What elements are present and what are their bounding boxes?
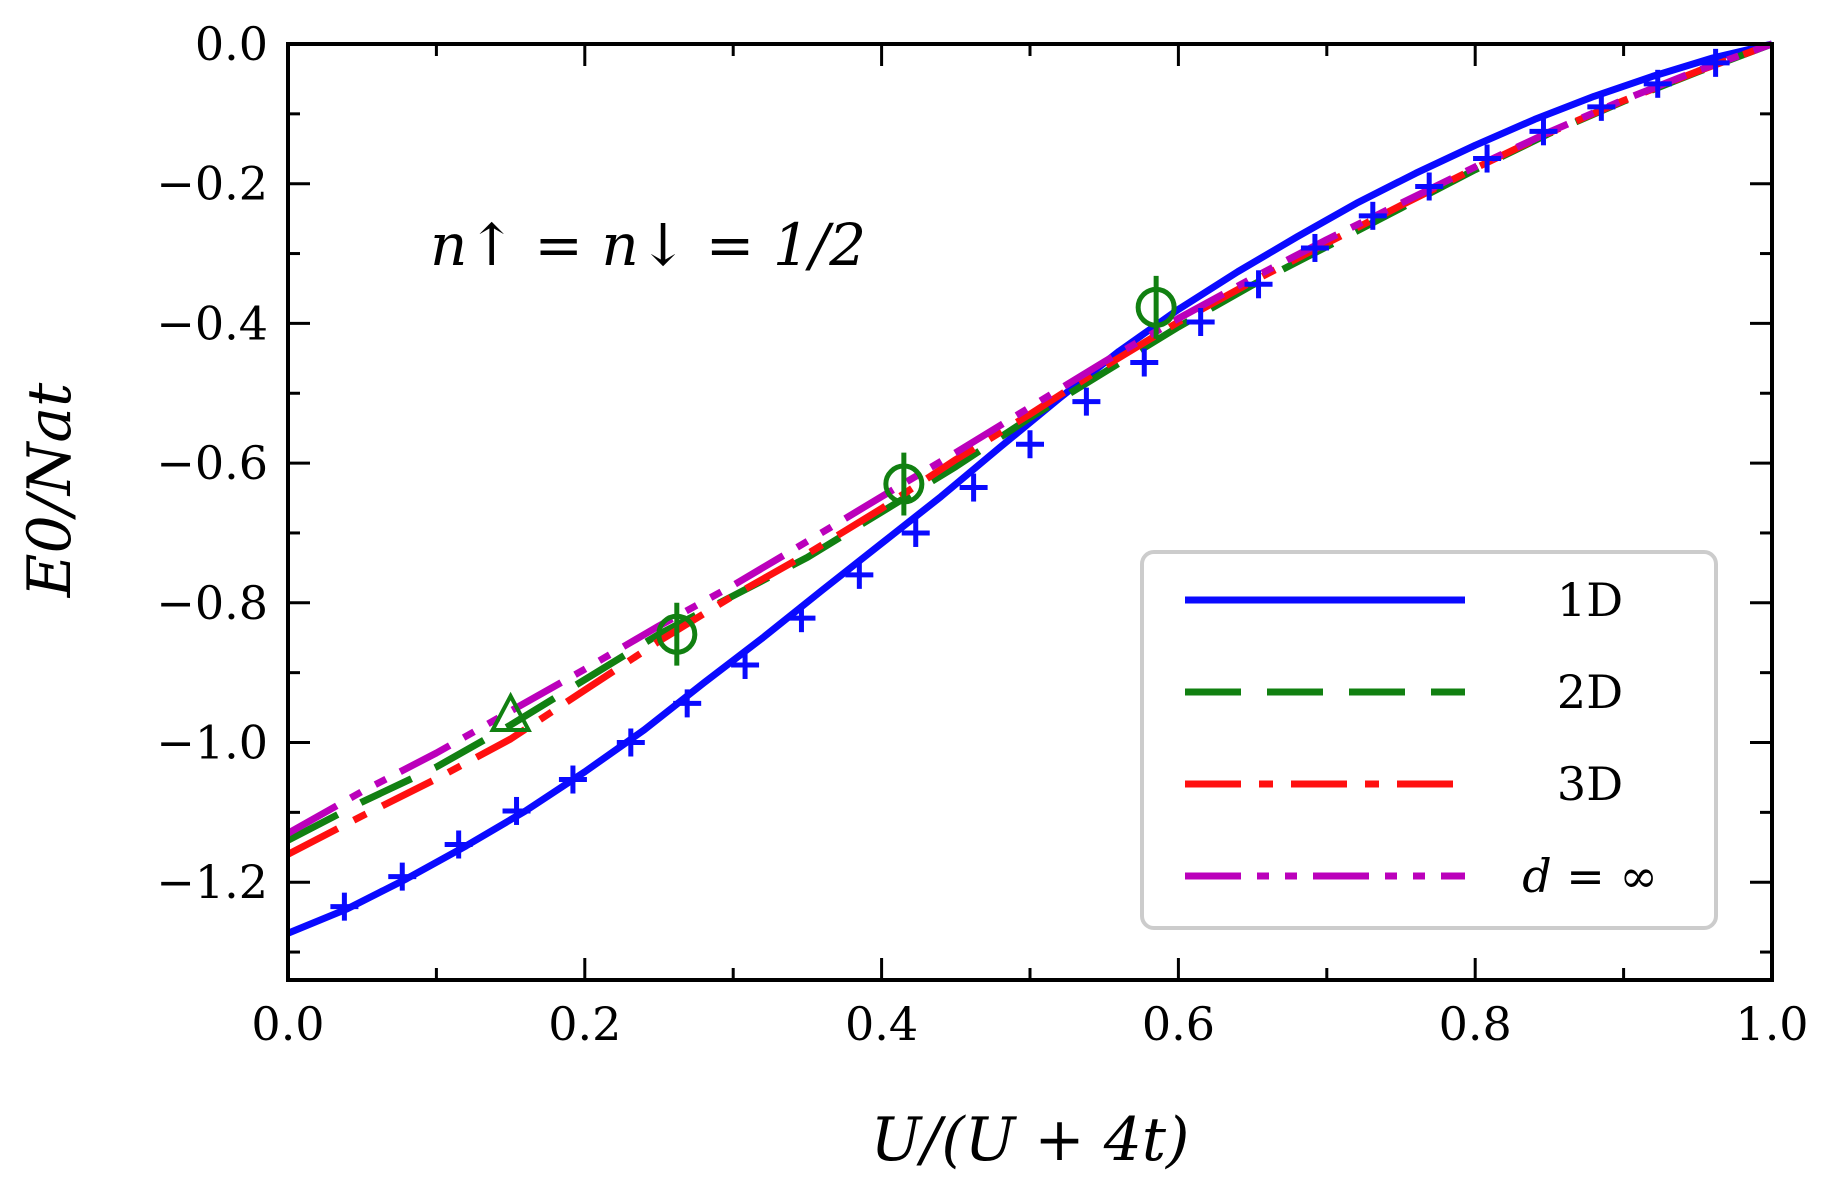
legend-label: 2D [1557,665,1623,719]
plus-marker [616,728,645,757]
legend-item-4: d = ∞ [1185,849,1658,903]
x-tick-label: 0.0 [251,997,324,1051]
legend-label: 3D [1557,757,1623,811]
axis-tick-labels: 0.0 0.2 0.4 0.6 0.8 1.0 0.0 −0.2 −0.4 −0.6 −0.8 −1.… [156,17,1808,1051]
legend: 1D 2D 3D d = ∞ [1140,550,1718,930]
legend-item-1: 1D [1185,573,1623,627]
x-tick-label: 1.0 [1735,997,1808,1051]
plus-marker [1529,117,1558,146]
plus-marker [558,765,587,794]
marker-layer [330,48,1730,921]
plus-marker [1186,308,1215,337]
plus-marker [1300,233,1329,262]
plus-marker [731,650,760,679]
plus-marker [673,689,702,718]
legend-label: 1D [1557,573,1623,627]
series-line-4 [286,40,1774,837]
plus-marker [845,560,874,589]
legend-item-2: 2D [1185,665,1623,719]
legend-label: d = ∞ [1522,849,1658,903]
x-axis-title: U/(U + 4t) [871,1105,1190,1175]
plus-marker [901,518,930,547]
plus-marker [1473,144,1502,173]
series-layer [286,40,1774,937]
circle-errorbar-marker [883,452,925,516]
x-tick-label: 0.4 [845,997,918,1051]
y-tick-label: −0.6 [156,436,268,490]
plus-marker [1358,201,1387,230]
plus-marker [388,862,417,891]
y-tick-label: 0.0 [195,17,268,71]
x-tick-label: 0.6 [1142,997,1215,1051]
y-axis-title: E0/Nat [15,382,85,598]
x-tick-label: 0.2 [548,997,621,1051]
x-tick-label: 0.8 [1439,997,1512,1051]
y-tick-label: −1.2 [156,855,268,909]
plus-marker [1016,430,1044,459]
plus-marker [1701,48,1730,77]
circle-errorbar-marker [1135,275,1177,339]
plus-marker [502,796,531,825]
y-tick-label: −0.8 [156,576,268,630]
y-tick-label: −0.4 [156,296,268,350]
circle-errorbar-marker [656,602,698,666]
legend-item-3: 3D [1185,757,1623,811]
plus-marker [1244,270,1273,299]
triangle-marker [489,691,532,733]
plus-marker [1130,348,1159,377]
y-tick-label: −1.0 [156,716,268,770]
plus-marker [444,830,473,859]
legend-box [1140,550,1718,930]
plot-frame [286,42,1774,982]
series-line-1 [286,40,1773,937]
annotation-text: n↑ = n↓ = 1/2 [430,211,866,279]
plus-marker [1643,69,1672,98]
plus-marker [1415,172,1444,201]
plus-marker [787,604,816,633]
plus-marker [1587,92,1616,121]
y-tick-label: −0.2 [156,157,268,211]
plus-marker [330,892,359,921]
plus-marker [1072,387,1101,416]
plus-marker [959,473,988,502]
